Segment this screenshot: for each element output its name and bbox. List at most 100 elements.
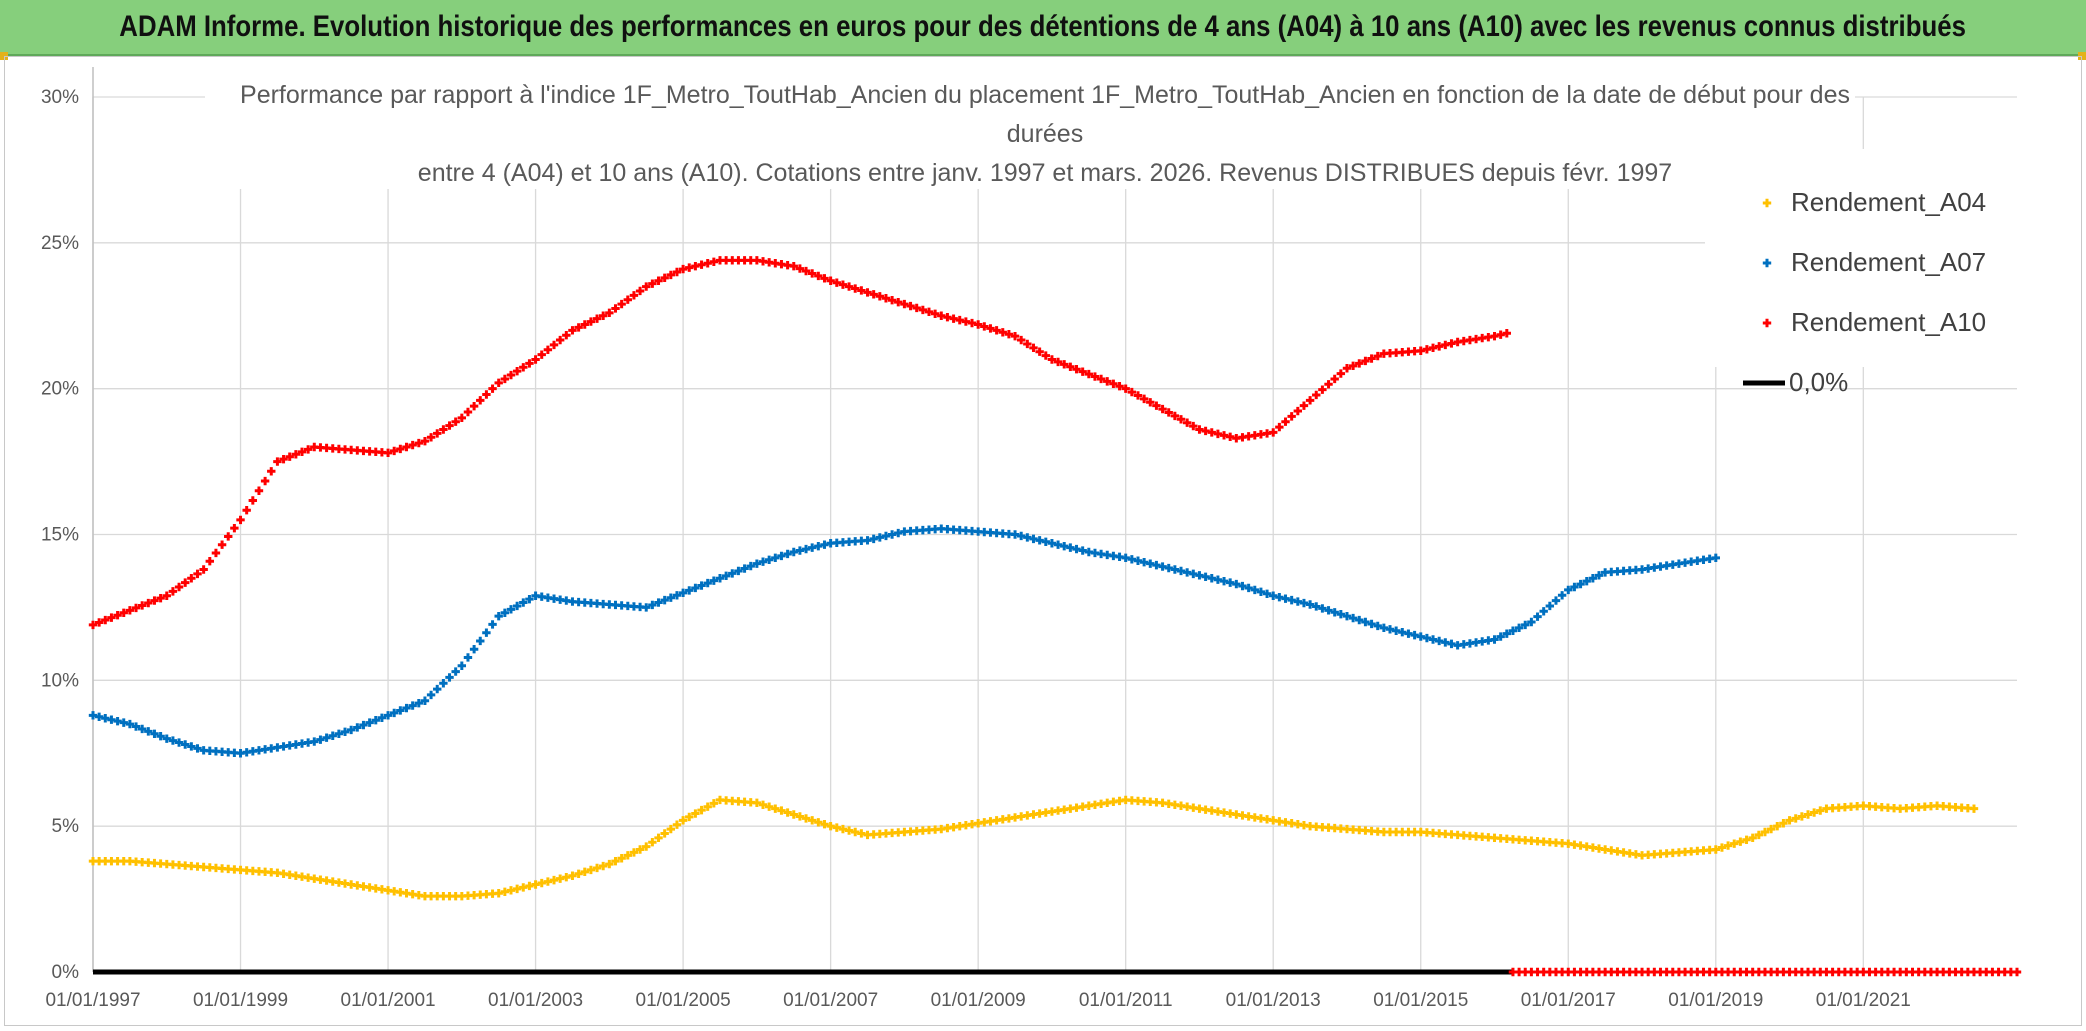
data-point: [469, 645, 479, 654]
data-point: [1115, 382, 1124, 391]
data-point: [1287, 412, 1296, 421]
data-point: [1078, 367, 1087, 376]
chart-title: Performance par rapport à l'indice 1F_Me…: [205, 69, 1855, 189]
data-point: [1367, 354, 1376, 363]
data-point: [181, 740, 190, 749]
data-point: [986, 324, 995, 333]
data-point: [1336, 369, 1346, 378]
x-tick-label: 01/01/2021: [1816, 990, 1911, 1011]
data-point: [1256, 587, 1266, 597]
data-point: [1502, 629, 1511, 638]
data-point: [611, 856, 620, 866]
data-point: [685, 812, 694, 822]
data-point: [260, 476, 270, 486]
x-tick-label: 01/01/1997: [45, 990, 140, 1011]
x-tick-label: 01/01/2015: [1373, 990, 1468, 1011]
data-point: [131, 722, 141, 731]
data-point: [273, 457, 282, 466]
data-point: [125, 719, 135, 729]
x-tick-label: 01/01/2011: [1079, 990, 1173, 1011]
data-point: [1336, 610, 1346, 619]
data-point: [654, 833, 663, 843]
data-point: [1711, 553, 1720, 563]
data-point: [512, 601, 522, 611]
data-point: [820, 820, 829, 829]
data-point: [334, 729, 344, 739]
data-point: [1250, 585, 1259, 595]
data-point: [580, 867, 589, 877]
data-point: [383, 711, 393, 720]
data-point: [629, 848, 639, 857]
data-point: [451, 667, 460, 676]
data-point: [1232, 579, 1241, 589]
data-point: [1176, 415, 1186, 424]
data-point: [217, 540, 227, 549]
data-point: [709, 799, 719, 808]
data-point: [635, 286, 645, 296]
data-point: [531, 355, 540, 364]
data-point: [764, 802, 774, 811]
legend-marker: [1762, 198, 1772, 208]
data-point: [144, 598, 153, 608]
data-point: [826, 276, 835, 285]
y-tick-label: 30%: [41, 87, 79, 108]
data-point: [1047, 355, 1057, 364]
data-point: [482, 628, 491, 637]
data-point: [1164, 408, 1173, 417]
data-point: [605, 859, 614, 869]
data-point: [764, 555, 774, 564]
data-point: [771, 804, 780, 813]
data-point: [1779, 819, 1788, 828]
data-point: [1545, 601, 1555, 611]
performance-chart: Performance par rapport à l'indice 1F_Me…: [41, 67, 2035, 1011]
data-point: [555, 335, 565, 345]
data-point: [648, 279, 657, 288]
chart-title-line: entre 4 (A04) et 10 ans (A10). Cotations…: [418, 159, 1672, 187]
data-point: [832, 278, 841, 287]
data-point: [101, 615, 110, 625]
data-point: [1533, 612, 1542, 621]
data-point: [906, 301, 915, 311]
data-point: [697, 581, 706, 590]
data-point: [131, 603, 141, 613]
data-point: [875, 292, 885, 301]
data-point: [506, 370, 516, 380]
chart-title-line: Performance par rapport à l'indice 1F_Me…: [240, 81, 1850, 109]
data-point: [592, 314, 602, 323]
data-point: [463, 653, 473, 662]
data-point: [814, 818, 823, 827]
x-tick-label: 01/01/2017: [1521, 990, 1616, 1011]
data-point: [1238, 581, 1247, 591]
chart-area: Performance par rapport à l'indice 1F_Me…: [4, 56, 2082, 1026]
data-point: [506, 605, 516, 614]
data-point: [777, 551, 786, 561]
data-point: [857, 286, 866, 295]
data-point: [476, 396, 485, 405]
data-point: [457, 661, 467, 670]
y-tick-label: 15%: [41, 525, 79, 546]
data-point: [236, 515, 245, 525]
data-point: [1072, 365, 1081, 374]
data-point: [1711, 845, 1720, 854]
data-point: [377, 713, 387, 722]
legend-label: Rendement_A07: [1791, 247, 1986, 277]
data-point: [1146, 398, 1155, 407]
data-point: [267, 467, 276, 476]
data-point: [721, 571, 731, 581]
data-point: [666, 593, 676, 602]
data-point: [1760, 827, 1770, 837]
data-point: [390, 446, 399, 456]
data-point: [1103, 377, 1112, 386]
data-point: [930, 309, 940, 319]
data-point: [230, 523, 239, 533]
data-point: [1791, 814, 1800, 823]
data-point: [1594, 571, 1604, 580]
data-point: [322, 733, 331, 742]
data-point: [992, 326, 1001, 335]
data-point: [648, 600, 657, 610]
data-point: [672, 820, 682, 829]
data-point: [1139, 394, 1149, 404]
data-point: [1152, 401, 1161, 410]
data-point: [1318, 604, 1327, 613]
x-tick-label: 01/01/2001: [341, 990, 436, 1011]
